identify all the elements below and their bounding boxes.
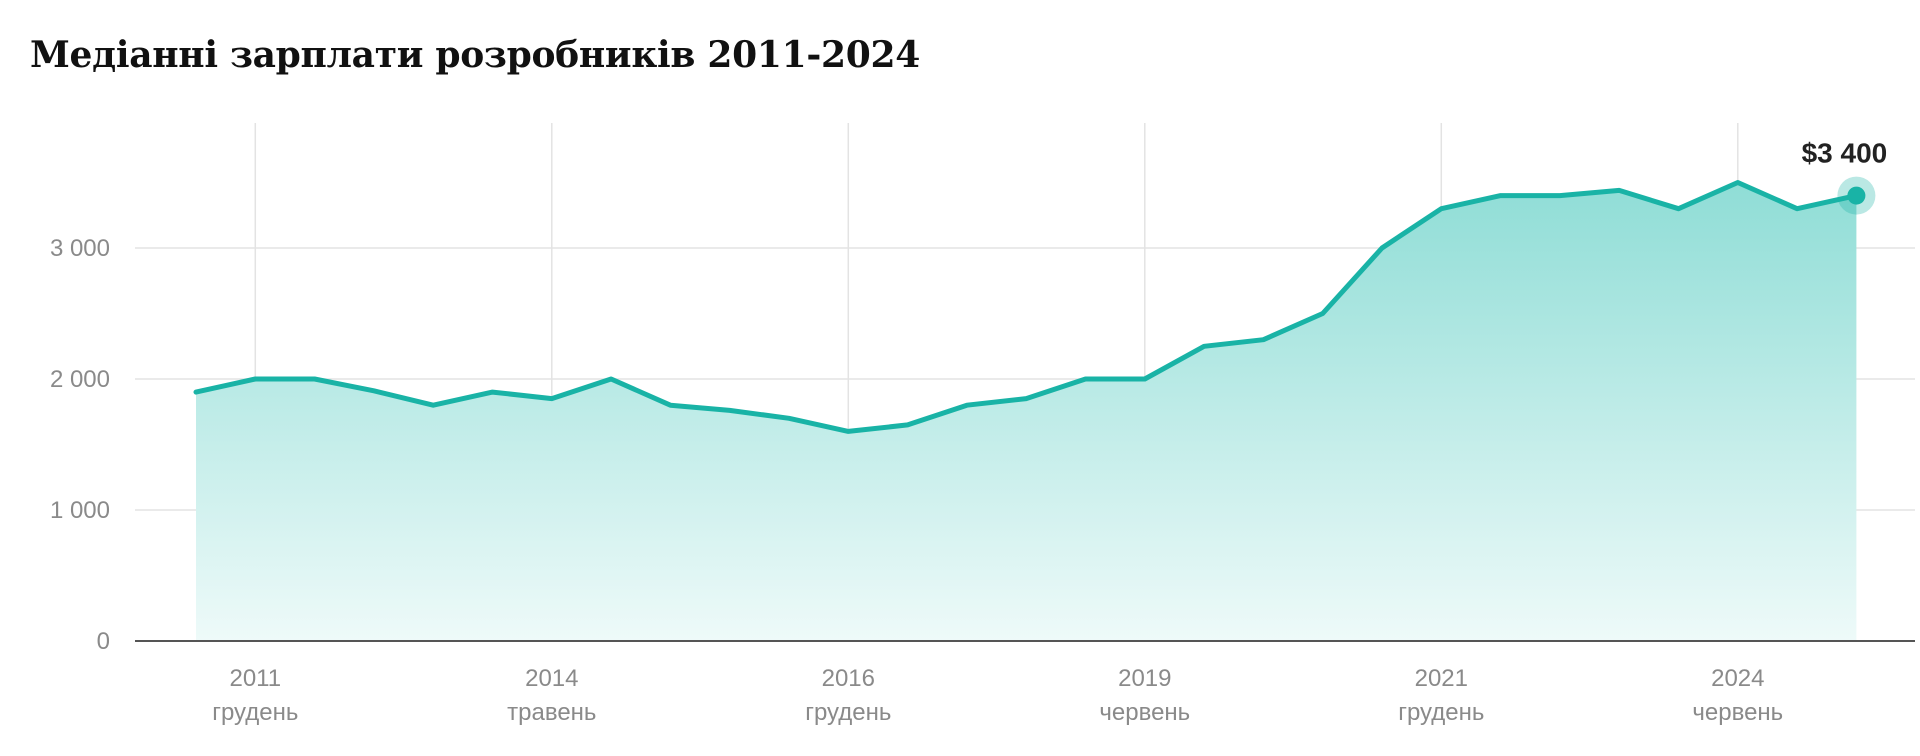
x-tick-year-label: 2016 bbox=[822, 665, 875, 692]
chart-title: Медіанні зарплати розробників 2011-2024 bbox=[30, 34, 920, 76]
last-point-marker[interactable] bbox=[1847, 186, 1866, 205]
x-tick-month-label: грудень bbox=[805, 699, 891, 726]
last-value-label: $3 400 bbox=[1802, 138, 1888, 169]
y-axis-tick-labels: 0 1 000 2 000 3 000 bbox=[50, 235, 110, 655]
x-tick-year-label: 2024 bbox=[1711, 665, 1764, 692]
x-tick-year-label: 2019 bbox=[1118, 665, 1171, 692]
salary-area-fill bbox=[196, 182, 1857, 641]
x-axis-tick-labels: 2011 грудень 2014 травень 2016 грудень 2019 чер… bbox=[212, 665, 1783, 726]
x-tick-year-label: 2021 bbox=[1415, 665, 1468, 692]
x-tick-month-label: грудень bbox=[1398, 699, 1484, 726]
y-tick-label: 1 000 bbox=[50, 497, 110, 524]
y-tick-label: 3 000 bbox=[50, 235, 110, 262]
salary-line bbox=[193, 180, 1859, 434]
x-tick-month-label: червень bbox=[1099, 699, 1190, 726]
x-tick-year-label: 2014 bbox=[525, 665, 578, 692]
x-tick-month-label: червень bbox=[1692, 699, 1783, 726]
y-tick-label: 2 000 bbox=[50, 366, 110, 393]
y-tick-label: 0 bbox=[97, 628, 110, 655]
x-tick-month-label: травень bbox=[507, 699, 596, 726]
x-tick-year-label: 2011 bbox=[229, 665, 281, 692]
x-tick-month-label: грудень bbox=[212, 699, 298, 726]
